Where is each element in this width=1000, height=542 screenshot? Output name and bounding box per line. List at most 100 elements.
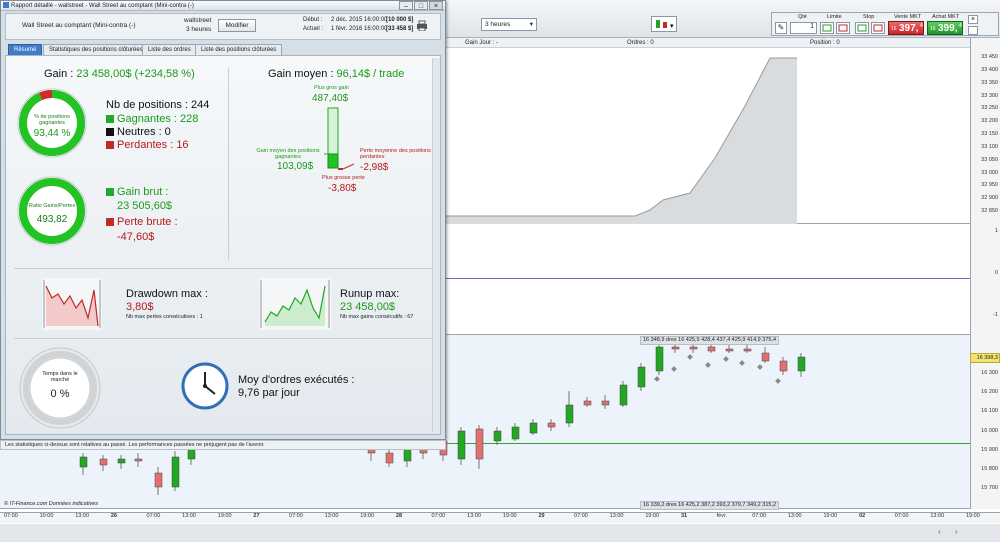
candle-body [99, 458, 108, 466]
time-tick-label: 28 [395, 513, 403, 519]
time-tick-label: 27 [253, 513, 260, 519]
axis-tick-label: 33 450 [981, 54, 998, 60]
tab-closed-positions[interactable]: Liste des positions clôturées [195, 44, 283, 55]
time-tick-label: 07:00 [894, 513, 909, 519]
axis-tick-label: 32 850 [981, 208, 998, 214]
candle-body [457, 430, 466, 460]
daily-gain: Gain Jour : - [465, 40, 499, 46]
zero-line [445, 278, 970, 279]
minimize-icon[interactable]: – [399, 1, 413, 10]
pencil-icon[interactable]: ✎ [775, 22, 787, 34]
axis-tick-label: 16 000 [981, 427, 998, 434]
time-axis: 07:00 10:00 13:00 26 07:00 13:00 19:00 27 07:00 1… [0, 512, 1000, 523]
time-tick-label: 13:00 [609, 513, 624, 519]
order-marker [757, 364, 763, 370]
start-label: Début : [303, 17, 323, 23]
candle-body [154, 472, 163, 488]
close-icon[interactable]: × [429, 1, 443, 10]
qty-label: Qté [798, 14, 807, 20]
tab-closed-stats[interactable]: Statistiques des positions clôturées [43, 44, 149, 55]
candle-body [117, 458, 126, 464]
summary-panel: Gain : 23 458,00$ (+234,58 %) % de posit… [5, 55, 441, 435]
period-select-value: 3 heures [485, 21, 511, 28]
axis-tick-label: 33 200 [981, 118, 998, 125]
candle-body [529, 422, 538, 434]
app-icon [3, 2, 9, 8]
time-tick-label: 19:00 [217, 513, 232, 519]
winning-text: Gagnantes : 228 [117, 113, 199, 125]
gross-loss-label: Perte brute : [117, 216, 178, 228]
time-tick-label: 13:00 [324, 513, 339, 519]
neutral-count: Neutres : 0 [106, 126, 171, 138]
order-panel: Qté ✎ 1 Limite Stop Vente MKT 16 397, 4 … [771, 12, 999, 36]
separator [228, 68, 229, 260]
qty-input[interactable]: 1 [790, 22, 817, 34]
ratio-label: Ratio Gains/Pertes [28, 203, 76, 209]
biggest-gain-label: Plus gros gain [314, 85, 349, 91]
axis-tick-label: 32 900 [981, 195, 998, 202]
axis-tick-label: 15 900 [981, 446, 998, 453]
limit-sell-button[interactable] [836, 22, 850, 34]
time-tick-label: 19:00 [645, 513, 660, 519]
scrollbar[interactable] [432, 58, 440, 432]
neutral-text: Neutres : 0 [117, 126, 171, 138]
limit-buy-button[interactable] [820, 22, 834, 34]
max-consecutive-losses: Nb max pertes consécutives : 1 [126, 314, 203, 320]
print-icon[interactable] [415, 20, 429, 32]
strategy-name: wallstreet [184, 17, 212, 24]
zoom-controls[interactable]: ‹ › [938, 527, 964, 536]
instrument-name: Wall Street au comptant (Mini-contra (-) [22, 22, 136, 29]
time-tick-label: 31 [680, 513, 688, 519]
red-square-icon [106, 141, 114, 149]
sell-label: Vente MKT [894, 14, 922, 20]
sell-market-button[interactable]: 16 397, 4 [888, 21, 924, 35]
order-marker [654, 376, 660, 382]
tab-label: Résumé [14, 47, 37, 53]
axis-tick-label: 0 [994, 270, 998, 276]
chevron-down-icon: ▾ [529, 21, 533, 28]
svg-text:▾: ▾ [670, 23, 674, 30]
drawdown-value: 3,80$ [126, 301, 154, 313]
report-window: Rapport détaillé - wallstreet - Wall Str… [0, 0, 446, 440]
time-tick-label: 02 [859, 513, 866, 519]
avg-losing-label: Perte moyenne des positions perdantes [360, 148, 431, 160]
runup-value: 23 458,00$ [340, 301, 396, 313]
start-price: [10 000 $] [386, 17, 414, 23]
stop-buy-button[interactable] [855, 22, 869, 34]
order-marker [671, 366, 677, 372]
losing-count: Perdantes : 16 [106, 139, 189, 151]
chart-info-bar: Gain Jour : - Ordres : 0 Position : 0 [445, 38, 970, 48]
biggest-loss-label: Plus grosse perte [322, 175, 365, 181]
drawdown-chart [42, 278, 102, 330]
separator [14, 338, 434, 339]
report-title-bar[interactable]: Rapport détaillé - wallstreet - Wall Str… [1, 1, 445, 11]
time-tick-label: 07:00 [4, 513, 18, 519]
maximize-icon[interactable]: □ [414, 1, 428, 10]
period-select[interactable]: 3 heures ▾ [481, 18, 537, 31]
candle-body [79, 456, 88, 468]
order-labels-top: 16 348,9 dres 16 425,9 428,4 437,4 425,9… [640, 336, 780, 345]
candle-body [493, 430, 502, 442]
candlestick-series [79, 345, 806, 495]
order-marker [687, 354, 693, 360]
buy-market-button[interactable]: 16 399, 4 [927, 21, 963, 35]
checkbox-icon[interactable] [968, 26, 978, 35]
current-price: [33 458 $] [386, 26, 414, 32]
chart-type-button[interactable]: ▾ [651, 16, 677, 32]
close-icon[interactable]: × [968, 15, 978, 24]
modify-button[interactable]: Modifier [218, 19, 256, 32]
tab-label: Statistiques des positions clôturées [49, 47, 143, 53]
separator [14, 268, 434, 269]
axis-tick-label: 1 [994, 228, 998, 234]
losing-text: Perdantes : 16 [117, 139, 189, 151]
avg-gain-bars [324, 107, 354, 170]
time-tick-label: 07:00 [289, 513, 303, 519]
time-tick-label: 19:00 [360, 513, 375, 519]
axis-tick-label: 15 800 [981, 465, 998, 472]
stop-sell-button[interactable] [871, 22, 885, 34]
order-labels-bottom: 16 339,2 dres 16 425,2 387,2 393,2 379,7… [640, 501, 780, 510]
current-label: Actuel : [303, 26, 324, 32]
time-in-market-value: 0 % [50, 388, 70, 400]
tab-resume[interactable]: Résumé [8, 44, 43, 55]
tab-orders[interactable]: Liste des ordres [142, 44, 197, 55]
